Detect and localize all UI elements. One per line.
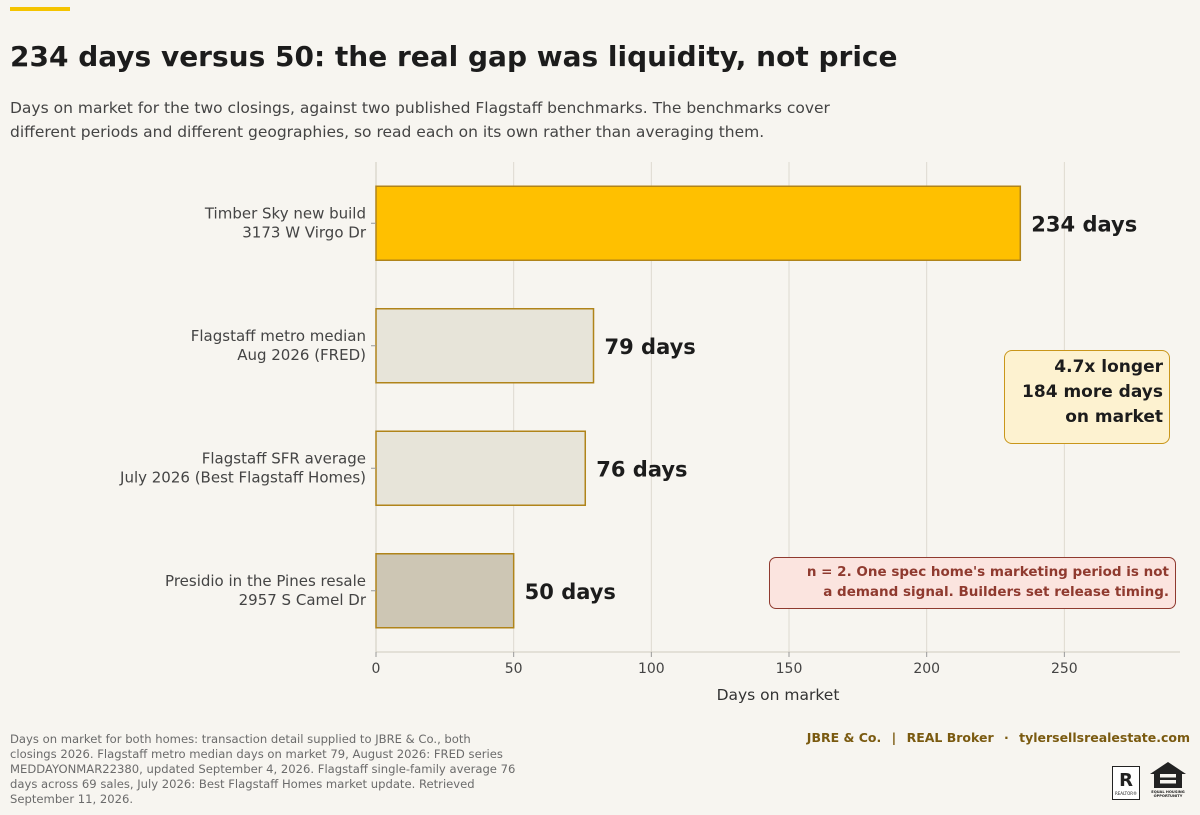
- equal-housing-icon: EQUAL HOUSING OPPORTUNITY: [1146, 760, 1190, 800]
- category-label-0-0: Timber Sky new build: [204, 204, 366, 222]
- brand-dot: ·: [1003, 730, 1009, 745]
- accent-bar: [10, 7, 70, 11]
- category-label-1-1: Aug 2026 (FRED): [237, 346, 366, 364]
- x-tick-label-0: 0: [372, 661, 381, 677]
- equal-housing-text: EQUAL HOUSING OPPORTUNITY: [1151, 790, 1185, 798]
- compliance-logos: R REALTOR® EQUAL HOUSING OPPORTUNITY: [1112, 760, 1190, 800]
- category-label-2-0: Flagstaff SFR average: [202, 449, 366, 467]
- bar-3: [375, 553, 515, 629]
- chart-subtitle: Days on market for the two closings, aga…: [10, 99, 830, 141]
- x-tick-label-150: 150: [776, 661, 803, 677]
- bar-1: [375, 308, 595, 384]
- brand-line: JBRE & Co. | REAL Broker · tylersellsrea…: [807, 730, 1190, 745]
- brand-company: JBRE & Co.: [806, 730, 882, 745]
- x-tick-label-100: 100: [638, 661, 665, 677]
- category-label-1-0: Flagstaff metro median: [191, 327, 366, 345]
- category-label-3-1: 2957 S Camel Dr: [239, 591, 367, 609]
- callout-line-suffix: on market: [1065, 407, 1163, 427]
- x-tick-label-200: 200: [913, 661, 940, 677]
- warning-line-1: n = 2. One spec home's marketing period …: [806, 564, 1169, 580]
- source-note: Days on market for both homes: transacti…: [10, 732, 516, 806]
- realtor-logo: R REALTOR®: [1112, 766, 1140, 800]
- category-label-3-0: Presidio in the Pines resale: [165, 572, 366, 590]
- realtor-text: REALTOR®: [1114, 790, 1138, 796]
- warning-line-2: a demand signal. Builders set release ti…: [823, 584, 1169, 600]
- value-label-2: 76 days: [596, 457, 687, 481]
- x-tick-label-50: 50: [505, 661, 523, 677]
- value-label-1: 79 days: [605, 335, 696, 359]
- brand-broker: REAL Broker: [906, 730, 994, 745]
- chart-title: 234 days versus 50: the real gap was liq…: [10, 40, 898, 73]
- bar-2: [375, 430, 587, 506]
- value-label-3: 50 days: [525, 580, 616, 604]
- value-label-0: 234 days: [1031, 212, 1137, 236]
- x-tick-label-250: 250: [1051, 661, 1078, 677]
- callout-line-ratio: 4.7x longer: [1054, 357, 1163, 377]
- equal-housing-house-icon: [1150, 762, 1186, 788]
- x-axis-label: Days on market: [717, 686, 840, 704]
- callout-line-difference: 184 more days: [1022, 382, 1163, 402]
- sample-size-warning: n = 2. One spec home's marketing period …: [769, 557, 1176, 609]
- realtor-letter: R: [1119, 769, 1133, 791]
- bar-0: [375, 185, 1022, 261]
- category-label-2-1: July 2026 (Best Flagstaff Homes): [119, 468, 366, 486]
- brand-divider: |: [891, 730, 897, 745]
- brand-website: tylersellsrealestate.com: [1019, 730, 1190, 745]
- category-label-0-1: 3173 W Virgo Dr: [242, 223, 367, 241]
- comparison-callout: 4.7x longer 184 more days on market: [1004, 350, 1170, 444]
